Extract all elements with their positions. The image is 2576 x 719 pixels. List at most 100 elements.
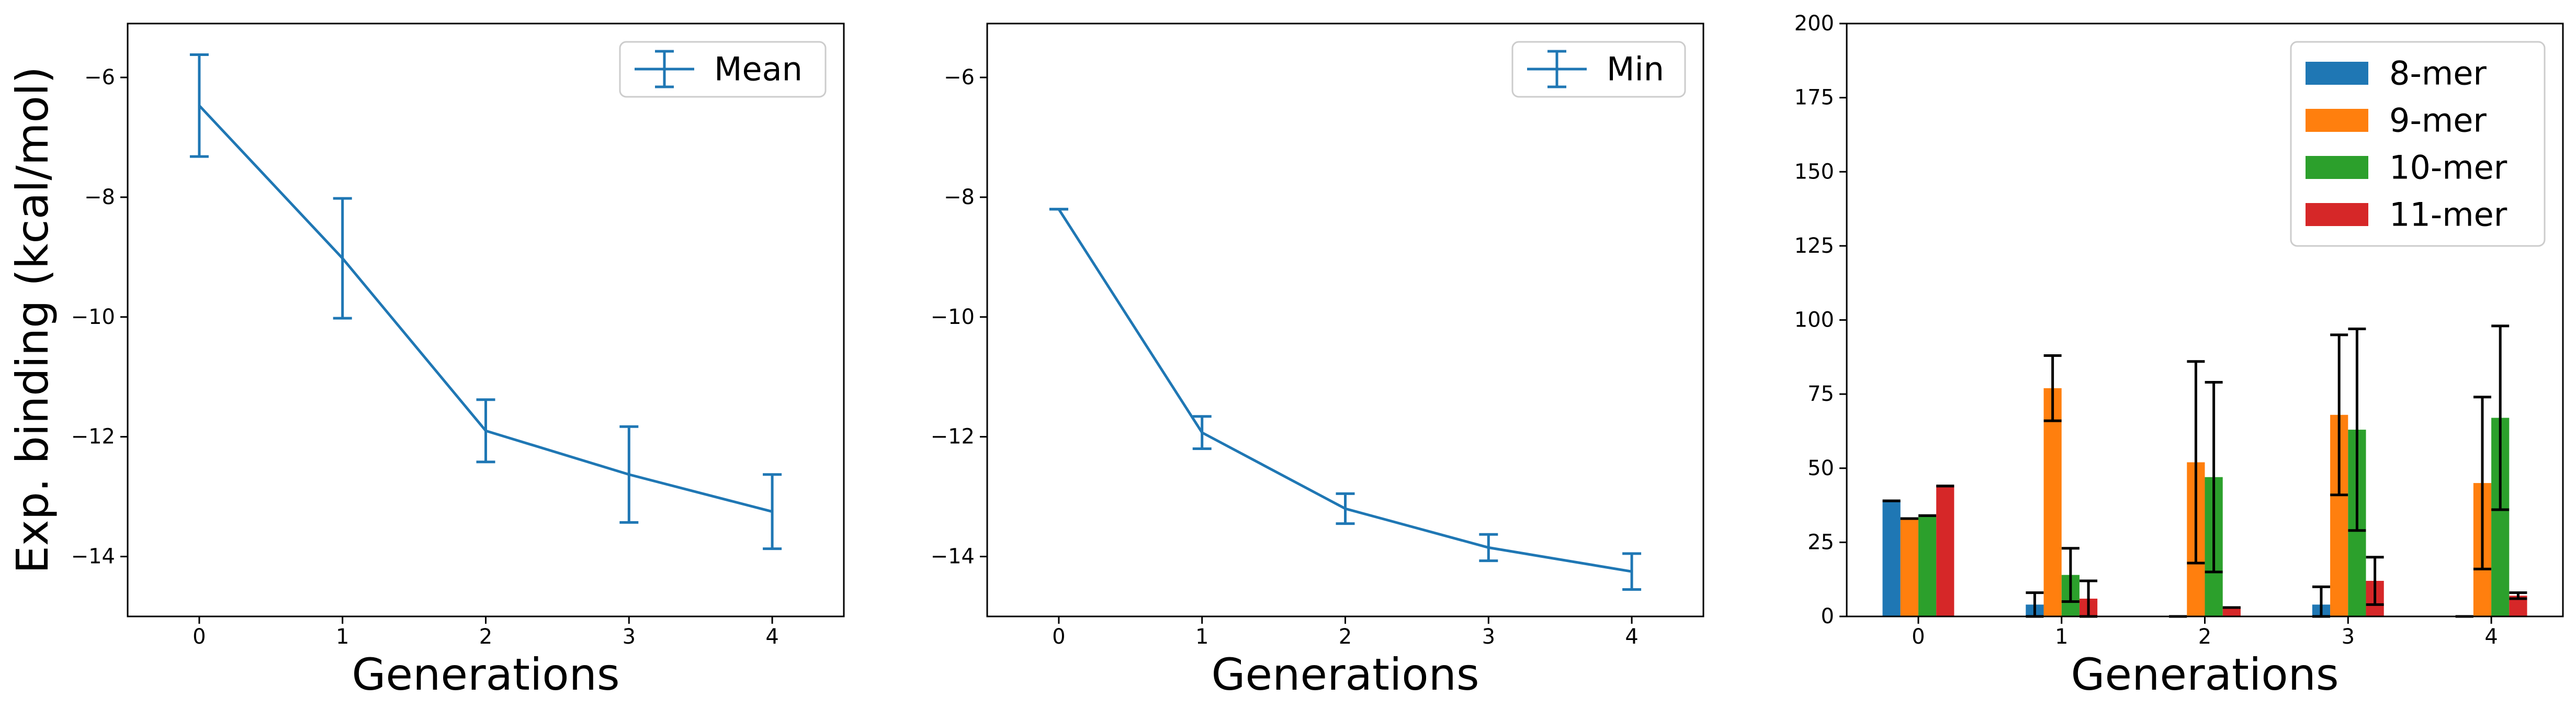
bar-error-bar (2061, 547, 2080, 603)
bar-series-11-mer (1936, 485, 2527, 618)
x-tick-label: 0 (1912, 625, 1925, 649)
y-tick-label: −6 (944, 65, 975, 89)
plot-area (189, 53, 782, 551)
data-point (485, 430, 487, 432)
y-tick-label: 125 (1794, 234, 1834, 258)
error-bar (1049, 208, 1068, 211)
plot-frame (1846, 23, 2564, 617)
x-tick-label: 3 (2342, 625, 2355, 649)
x-tick-label: 2 (479, 625, 492, 649)
error-bar (1479, 533, 1498, 563)
bar-error-bar (2348, 327, 2366, 532)
legend-box (2290, 41, 2546, 247)
bar-error-bar (2509, 591, 2527, 600)
y-tick-label: 50 (1807, 456, 1834, 480)
panel-counts: 0 25 50 75 100 125 150 175 200 0 1 2 3 4 Generations 8-… (1794, 12, 2564, 700)
bar-error-bar (2366, 556, 2384, 606)
y-tick-label: 0 (1821, 604, 1834, 628)
data-point (1488, 547, 1489, 548)
legend: 8-mer 9-mer 10-mer 11-mer (2290, 41, 2546, 247)
x-tick-label: 2 (1339, 625, 1352, 649)
bar-series-9-mer (1900, 333, 2492, 616)
legend-label: 10-mer (2389, 149, 2507, 187)
error-bar (333, 197, 352, 320)
legend: Min (1511, 41, 1686, 98)
bar (1900, 519, 1918, 616)
y-tick-label: 100 (1794, 308, 1834, 332)
x-tick-label: 3 (623, 625, 636, 649)
error-bar (476, 398, 495, 464)
data-point (1631, 571, 1633, 572)
data-point (1345, 508, 1346, 509)
legend-label: Mean (714, 50, 803, 88)
plot-frame (127, 23, 845, 617)
y-tick-label: −12 (931, 425, 975, 449)
data-point (198, 105, 200, 106)
x-tick-label: 1 (2055, 625, 2068, 649)
error-bar (1336, 492, 1355, 525)
legend: Mean (619, 41, 827, 98)
legend-label: 9-mer (2389, 102, 2487, 140)
legend-swatch (2306, 109, 2368, 132)
bar-error-bar (2491, 324, 2510, 511)
data-point (1058, 208, 1059, 210)
bar (1936, 486, 1954, 616)
error-bar (619, 425, 639, 524)
bar (2043, 388, 2062, 616)
y-tick-label: 150 (1794, 160, 1834, 184)
x-axis-label: Generations (1211, 649, 1479, 700)
legend-label: 11-mer (2389, 196, 2507, 234)
error-bar (189, 53, 209, 158)
bar-series-8-mer (1882, 499, 2473, 618)
panel-min: −6 −8 −10 −12 −14 0 1 2 3 4 Generations Min (931, 23, 1704, 700)
x-axis-label: Generations (352, 649, 619, 700)
y-tick-label: −10 (931, 305, 975, 329)
x-tick-label: 1 (1195, 625, 1208, 649)
bar-error-bar (2205, 380, 2223, 574)
legend-label: Min (1607, 50, 1664, 88)
panel-mean: −6 −8 −10 −12 −14 0 1 2 3 4 Generations Mean (71, 23, 845, 700)
bar-error-bar (2043, 354, 2062, 422)
bar (1882, 501, 1901, 616)
y-tick-label: −8 (84, 185, 115, 209)
legend-box (619, 41, 827, 98)
y-tick-label: 200 (1794, 12, 1834, 36)
legend-label: 8-mer (2389, 54, 2487, 93)
data-point (628, 474, 630, 475)
plot-area (1049, 208, 1642, 591)
error-bar (763, 473, 782, 551)
bar-error-bar (2473, 396, 2491, 570)
x-tick-label: 4 (765, 625, 778, 649)
x-tick-label: 0 (1052, 625, 1065, 649)
legend-swatch (2306, 203, 2368, 226)
x-tick-label: 3 (1482, 625, 1495, 649)
x-tick-label: 4 (1625, 625, 1638, 649)
y-tick-label: 25 (1807, 530, 1834, 554)
error-bar (1192, 415, 1212, 451)
y-tick-label: −6 (84, 65, 115, 89)
x-tick-label: 4 (2484, 625, 2498, 649)
data-point (772, 511, 773, 512)
legend-swatch (2306, 62, 2368, 85)
y-tick-label: −12 (71, 425, 115, 449)
legend-swatch (2306, 156, 2368, 179)
y-tick-label: −14 (931, 545, 975, 569)
bar (2222, 608, 2241, 616)
data-point (1201, 432, 1203, 433)
x-axis-label: Generations (2071, 649, 2338, 700)
bar-series-10-mer (1918, 324, 2510, 616)
data-point (342, 257, 343, 259)
y-tick-label: 75 (1807, 382, 1834, 406)
y-tick-label: −14 (71, 545, 115, 569)
plot-frame (986, 23, 1704, 617)
y-tick-label: −8 (944, 185, 975, 209)
bar-error-bar (2187, 360, 2205, 565)
y-axis-label: Exp. binding (kcal/mol) (7, 66, 58, 574)
y-tick-label: 175 (1794, 86, 1834, 110)
bar-error-bar (2330, 333, 2348, 497)
x-tick-label: 2 (2198, 625, 2211, 649)
x-tick-label: 0 (193, 625, 206, 649)
error-bar (1622, 552, 1642, 591)
y-tick-label: −10 (71, 305, 115, 329)
